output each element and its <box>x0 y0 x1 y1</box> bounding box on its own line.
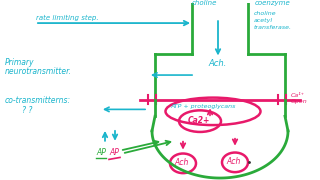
Text: Ach.: Ach. <box>208 59 226 68</box>
Text: coenzyme: coenzyme <box>255 0 291 6</box>
Text: Ach: Ach <box>174 158 188 167</box>
Text: Primary: Primary <box>5 58 35 67</box>
Text: ATP + proteoglycans: ATP + proteoglycans <box>170 104 236 109</box>
Text: ? ?: ? ? <box>22 106 32 115</box>
Text: co-transmitterns:: co-transmitterns: <box>5 96 71 105</box>
Text: AP: AP <box>109 148 119 158</box>
Text: Ca2+: Ca2+ <box>188 116 210 125</box>
Text: Ach: Ach <box>226 157 240 166</box>
Text: AP: AP <box>96 148 106 158</box>
Text: rate limiting step.: rate limiting step. <box>36 15 99 21</box>
Text: choline: choline <box>192 0 217 6</box>
Text: choline
acetyl
transferase.: choline acetyl transferase. <box>254 11 292 30</box>
Text: neurotransmitter.: neurotransmitter. <box>5 67 72 76</box>
Text: Ca¹⁺
Open: Ca¹⁺ Open <box>291 93 308 104</box>
